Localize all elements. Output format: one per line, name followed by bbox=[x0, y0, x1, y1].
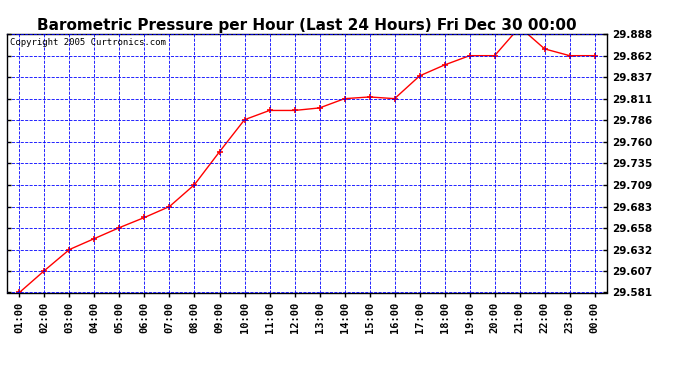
Text: Copyright 2005 Curtronics.com: Copyright 2005 Curtronics.com bbox=[10, 38, 166, 46]
Title: Barometric Pressure per Hour (Last 24 Hours) Fri Dec 30 00:00: Barometric Pressure per Hour (Last 24 Ho… bbox=[37, 18, 577, 33]
